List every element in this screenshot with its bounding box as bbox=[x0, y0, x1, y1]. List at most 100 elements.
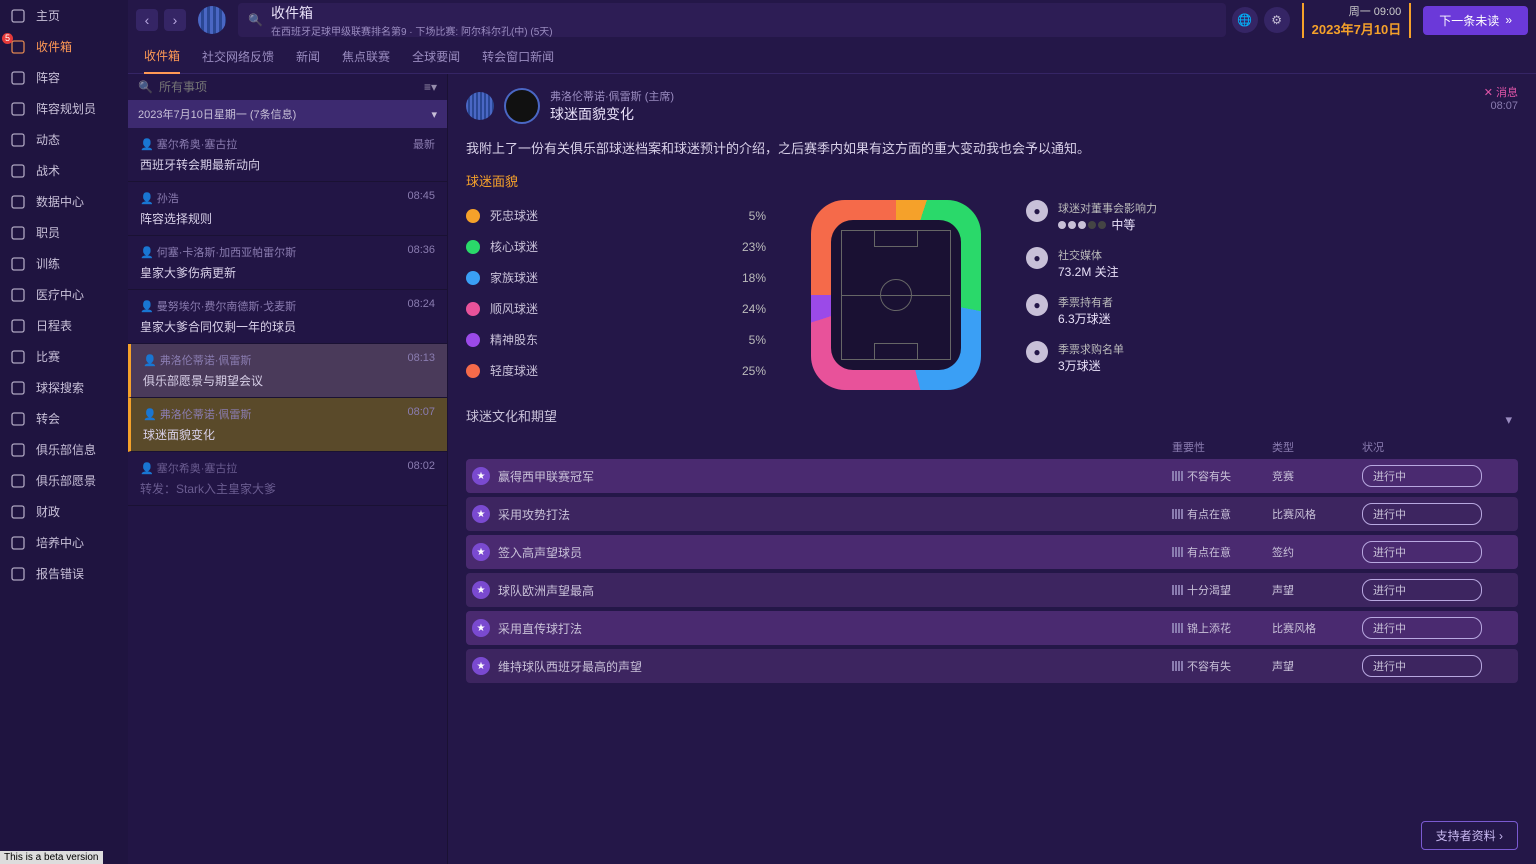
row-status: 进行中 bbox=[1362, 579, 1482, 601]
msg-from: 👤 何塞·卡洛斯·加西亚帕雷尔斯 bbox=[140, 244, 435, 260]
nav-dev[interactable]: 培养中心 bbox=[0, 527, 128, 558]
nav-shield[interactable]: 俱乐部信息 bbox=[0, 434, 128, 465]
nav-medkit[interactable]: 医疗中心 bbox=[0, 279, 128, 310]
tab-2[interactable]: 新闻 bbox=[296, 40, 320, 73]
expectation-row[interactable]: ★采用直传球打法锦上添花比赛风格进行中 bbox=[466, 611, 1518, 645]
fan-legend-item: 核心球迷23% bbox=[466, 231, 766, 262]
filter-input[interactable] bbox=[159, 80, 418, 94]
fan-legend-item: 精神股东5% bbox=[466, 324, 766, 355]
col-status[interactable]: 状况 bbox=[1362, 439, 1512, 455]
col-type[interactable]: 类型 bbox=[1272, 439, 1362, 455]
nav-bug[interactable]: 报告错误 bbox=[0, 558, 128, 589]
table-chevron-icon[interactable]: ▾ bbox=[1505, 412, 1512, 428]
tab-5[interactable]: 转会窗口新闻 bbox=[482, 40, 554, 73]
tab-3[interactable]: 焦点联赛 bbox=[342, 40, 390, 73]
nav-vision[interactable]: 俱乐部愿景 bbox=[0, 465, 128, 496]
row-icon: ★ bbox=[472, 467, 490, 485]
nav-fwd[interactable]: › bbox=[164, 9, 186, 31]
page-title: 收件箱 bbox=[271, 3, 553, 23]
bars-icon bbox=[1172, 547, 1183, 557]
gear-icon[interactable]: ⚙ bbox=[1264, 7, 1290, 33]
nav-clipboard[interactable]: 阵容规划员 bbox=[0, 93, 128, 124]
nav-calendar[interactable]: 日程表 bbox=[0, 310, 128, 341]
expectation-row[interactable]: ★赢得西甲联赛冠军不容有失竞赛进行中 bbox=[466, 459, 1518, 493]
stat-label: 社交媒体 bbox=[1058, 247, 1119, 263]
nav-bell[interactable]: 训练 bbox=[0, 248, 128, 279]
trophy-icon bbox=[10, 349, 26, 365]
nav-search[interactable]: 球探搜索 bbox=[0, 372, 128, 403]
inbox-message[interactable]: 👤 弗洛伦蒂诺·佩雷斯球迷面貌变化08:07 bbox=[128, 398, 447, 452]
inbox-message[interactable]: 👤 塞尔希奥·塞古拉西班牙转会期最新动向最新 bbox=[128, 128, 447, 182]
bug-icon bbox=[10, 566, 26, 582]
row-icon: ★ bbox=[472, 657, 490, 675]
stat-value: 6.3万球迷 bbox=[1058, 310, 1113, 327]
nav-transfer[interactable]: 转会 bbox=[0, 403, 128, 434]
msg-subject: 转发：Stark入主皇家大爹 bbox=[140, 480, 435, 497]
dot-icon bbox=[466, 333, 480, 347]
nav-inbox[interactable]: 收件箱5 bbox=[0, 31, 128, 62]
nav-staff[interactable]: 职员 bbox=[0, 217, 128, 248]
expectation-row[interactable]: ★采用攻势打法有点在意比赛风格进行中 bbox=[466, 497, 1518, 531]
nav-label: 训练 bbox=[36, 255, 60, 272]
data-icon bbox=[10, 194, 26, 210]
row-status: 进行中 bbox=[1362, 503, 1482, 525]
bars-icon bbox=[1172, 509, 1183, 519]
inbox-message[interactable]: 👤 曼努埃尔·费尔南德斯·戈麦斯皇家大爹合同仅剩一年的球员08:24 bbox=[128, 290, 447, 344]
nav-back[interactable]: ‹ bbox=[136, 9, 158, 31]
row-status: 进行中 bbox=[1362, 465, 1482, 487]
inbox-message[interactable]: 👤 弗洛伦蒂诺·佩雷斯俱乐部愿景与期望会议08:13 bbox=[128, 344, 447, 398]
fan-pct: 5% bbox=[749, 333, 766, 347]
world-icon[interactable]: 🌐 bbox=[1232, 7, 1258, 33]
msg-from: 👤 弗洛伦蒂诺·佩雷斯 bbox=[143, 352, 435, 368]
nav-label: 战术 bbox=[36, 162, 60, 179]
nav-trophy[interactable]: 比赛 bbox=[0, 341, 128, 372]
dismiss-button[interactable]: ✕ 消息 bbox=[1484, 84, 1518, 100]
nav-pulse[interactable]: 动态 bbox=[0, 124, 128, 155]
tactics-icon bbox=[10, 163, 26, 179]
row-icon: ★ bbox=[472, 543, 490, 561]
expectation-row[interactable]: ★维持球队西班牙最高的声望不容有失声望进行中 bbox=[466, 649, 1518, 683]
row-importance: 不容有失 bbox=[1187, 658, 1231, 674]
search-box[interactable]: 🔍 收件箱 在西班牙足球甲级联赛排名第9 · 下场比赛: 阿尔科尔孔(中) (5… bbox=[238, 3, 1226, 37]
msg-subject: 皇家大爹合同仅剩一年的球员 bbox=[140, 318, 435, 335]
bars-icon bbox=[1172, 471, 1183, 481]
nav-label: 球探搜索 bbox=[36, 379, 84, 396]
club-logo-small bbox=[466, 92, 494, 120]
msg-from: 👤 塞尔希奥·塞古拉 bbox=[140, 136, 435, 152]
fan-legend-item: 死忠球迷5% bbox=[466, 200, 766, 231]
expectation-row[interactable]: ★球队欧洲声望最高十分渴望声望进行中 bbox=[466, 573, 1518, 607]
supporter-profile-button[interactable]: 支持者资料 › bbox=[1421, 821, 1518, 850]
nav-label: 阵容 bbox=[36, 69, 60, 86]
tab-1[interactable]: 社交网络反馈 bbox=[202, 40, 274, 73]
expectation-row[interactable]: ★签入高声望球员有点在意签约进行中 bbox=[466, 535, 1518, 569]
shirt-icon bbox=[10, 70, 26, 86]
tab-0[interactable]: 收件箱 bbox=[144, 39, 180, 74]
filter-icon: 🔍 bbox=[138, 80, 153, 94]
nav-label: 培养中心 bbox=[36, 534, 84, 551]
nav-tactics[interactable]: 战术 bbox=[0, 155, 128, 186]
inbox-message[interactable]: 👤 塞尔希奥·塞古拉转发：Stark入主皇家大爹08:02 bbox=[128, 452, 447, 506]
continue-button[interactable]: 下一条未读 » bbox=[1423, 6, 1528, 35]
calendar-icon bbox=[10, 318, 26, 334]
staff-icon bbox=[10, 225, 26, 241]
nav-home[interactable]: 主页 bbox=[0, 0, 128, 31]
filter-menu-icon[interactable]: ≡▾ bbox=[424, 80, 437, 94]
fan-label: 核心球迷 bbox=[490, 238, 538, 255]
page-subtitle: 在西班牙足球甲级联赛排名第9 · 下场比赛: 阿尔科尔孔(中) (5天) bbox=[271, 23, 553, 38]
nav-finance[interactable]: 财政 bbox=[0, 496, 128, 527]
nav-shirt[interactable]: 阵容 bbox=[0, 62, 128, 93]
day-header[interactable]: 2023年7月10日星期一 (7条信息)▾ bbox=[128, 100, 447, 128]
stat-icon: ● bbox=[1026, 341, 1048, 363]
col-importance[interactable]: 重要性 bbox=[1172, 439, 1272, 455]
row-status: 进行中 bbox=[1362, 655, 1482, 677]
club-logo[interactable] bbox=[198, 6, 226, 34]
row-icon: ★ bbox=[472, 505, 490, 523]
tab-4[interactable]: 全球要闻 bbox=[412, 40, 460, 73]
fan-pct: 25% bbox=[742, 364, 766, 378]
nav-label: 财政 bbox=[36, 503, 60, 520]
row-title: 球队欧洲声望最高 bbox=[498, 582, 594, 599]
nav-data[interactable]: 数据中心 bbox=[0, 186, 128, 217]
inbox-message[interactable]: 👤 何塞·卡洛斯·加西亚帕雷尔斯皇家大爹伤病更新08:36 bbox=[128, 236, 447, 290]
inbox-message[interactable]: 👤 孙浩阵容选择规则08:45 bbox=[128, 182, 447, 236]
row-type: 比赛风格 bbox=[1272, 620, 1362, 636]
